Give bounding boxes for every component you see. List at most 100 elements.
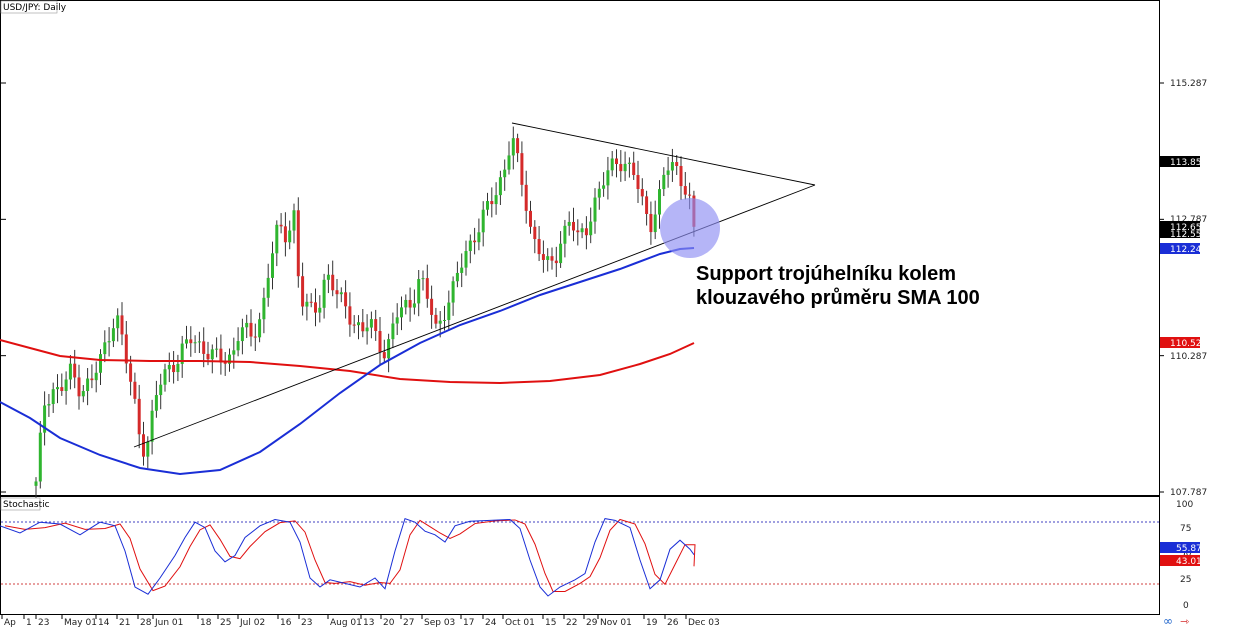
candle-body (683, 186, 687, 195)
date-label: 21 (119, 618, 130, 628)
candle-body (236, 341, 240, 351)
candle-body (86, 378, 90, 392)
candle-body (670, 162, 674, 171)
candle-body (56, 387, 59, 390)
candle-body (77, 377, 81, 397)
resistance-trendline (511, 122, 816, 186)
candle-body (576, 230, 580, 233)
candle-body (649, 213, 653, 233)
candle-body (271, 253, 274, 278)
candle-body (520, 153, 524, 185)
candle-body (421, 278, 425, 280)
candle-body (81, 391, 85, 397)
candle-body (460, 267, 464, 273)
candle-body (73, 363, 77, 378)
candle-body (606, 170, 610, 186)
candle-body (301, 276, 305, 307)
date-label: 1 (26, 618, 32, 628)
candle-body (305, 301, 309, 307)
date-label: 23 (38, 618, 49, 628)
candle-body (150, 410, 154, 442)
candle-body (228, 354, 231, 364)
candle-body (615, 158, 618, 165)
candle-body (219, 348, 223, 363)
candle-body (679, 165, 683, 187)
candle-body (473, 240, 477, 243)
stochastic-panel-frame (0, 496, 1160, 615)
svg-text:55.87: 55.87 (1176, 544, 1202, 554)
date-label: 25 (220, 618, 231, 628)
stoch-label-25: 25 (1180, 575, 1191, 585)
candle-body (266, 277, 270, 298)
candle-body (550, 256, 554, 261)
candle-body (357, 322, 360, 326)
svg-text:112.552: 112.552 (1170, 230, 1207, 240)
candle-body (292, 210, 296, 231)
candle-body (640, 189, 644, 197)
candle-body (210, 349, 214, 360)
candle-body (176, 363, 180, 373)
candle-body (494, 195, 498, 205)
candle-body (352, 324, 356, 326)
annotation-line-1: Support trojúhelníku kolem (696, 263, 956, 285)
candle-body (232, 350, 236, 355)
date-axis: Ap 1 23 May 01 14 21 28 Jun 01 18 25 Jul 02 16 23 Aug… (1, 614, 720, 628)
scroll-right-icon[interactable]: ⇾ (1180, 615, 1189, 628)
candle-body (580, 228, 584, 233)
candle-body (240, 327, 244, 342)
candle-body (314, 302, 317, 313)
candle-body (447, 302, 451, 320)
candle-body (434, 314, 438, 324)
candle-body (223, 362, 227, 364)
candle-body (142, 434, 145, 457)
date-label: Aug 01 (330, 618, 362, 628)
candle-body (503, 169, 507, 178)
candle-body (378, 331, 382, 353)
candle-body (258, 319, 262, 338)
candle-body (129, 363, 133, 382)
candle-body (279, 224, 283, 227)
date-label: Oct 01 (505, 618, 535, 628)
main-title: USD/JPY: Daily (3, 3, 67, 13)
candle-body (275, 224, 279, 254)
candle-body (133, 381, 137, 399)
date-label: 28 (140, 618, 152, 628)
candle-body (602, 185, 606, 189)
date-label: Ap (4, 618, 16, 628)
candle-body (408, 299, 412, 308)
candle-body (400, 307, 403, 318)
candle-body (47, 404, 51, 406)
date-label: 13 (363, 618, 374, 628)
sync-icon[interactable]: ∞ (1163, 614, 1173, 628)
date-label: Jul 02 (239, 618, 265, 628)
price-tag-112552: 112.552 (1160, 230, 1207, 240)
candle-body (645, 196, 649, 214)
candle-body (99, 354, 102, 373)
svg-text:112.242: 112.242 (1170, 245, 1207, 255)
candle-body (451, 281, 455, 303)
candle-body (675, 162, 679, 166)
price-tag-sma100: 112.242 (1160, 243, 1207, 255)
svg-text:110.521: 110.521 (1170, 339, 1207, 349)
candle-body (567, 221, 571, 226)
candle-body (344, 292, 348, 307)
price-axis-ticks (1, 82, 1164, 493)
price-panel-frame (0, 0, 1160, 496)
date-label: 14 (98, 618, 110, 628)
price-label-107787: 107.787 (1170, 488, 1207, 498)
candle-body (563, 225, 567, 244)
candle-body (537, 239, 541, 255)
candlestick-series (34, 126, 696, 501)
candle-body (468, 240, 472, 252)
candle-body (490, 201, 494, 205)
price-label-115287: 115.287 (1170, 79, 1207, 89)
candle-body (524, 184, 528, 211)
candle-body (120, 315, 124, 335)
candle-body (516, 138, 520, 154)
candle-body (318, 307, 322, 313)
candle-body (438, 320, 442, 324)
candle-body (283, 226, 287, 243)
candle-body (365, 327, 369, 332)
candle-body (361, 322, 365, 332)
